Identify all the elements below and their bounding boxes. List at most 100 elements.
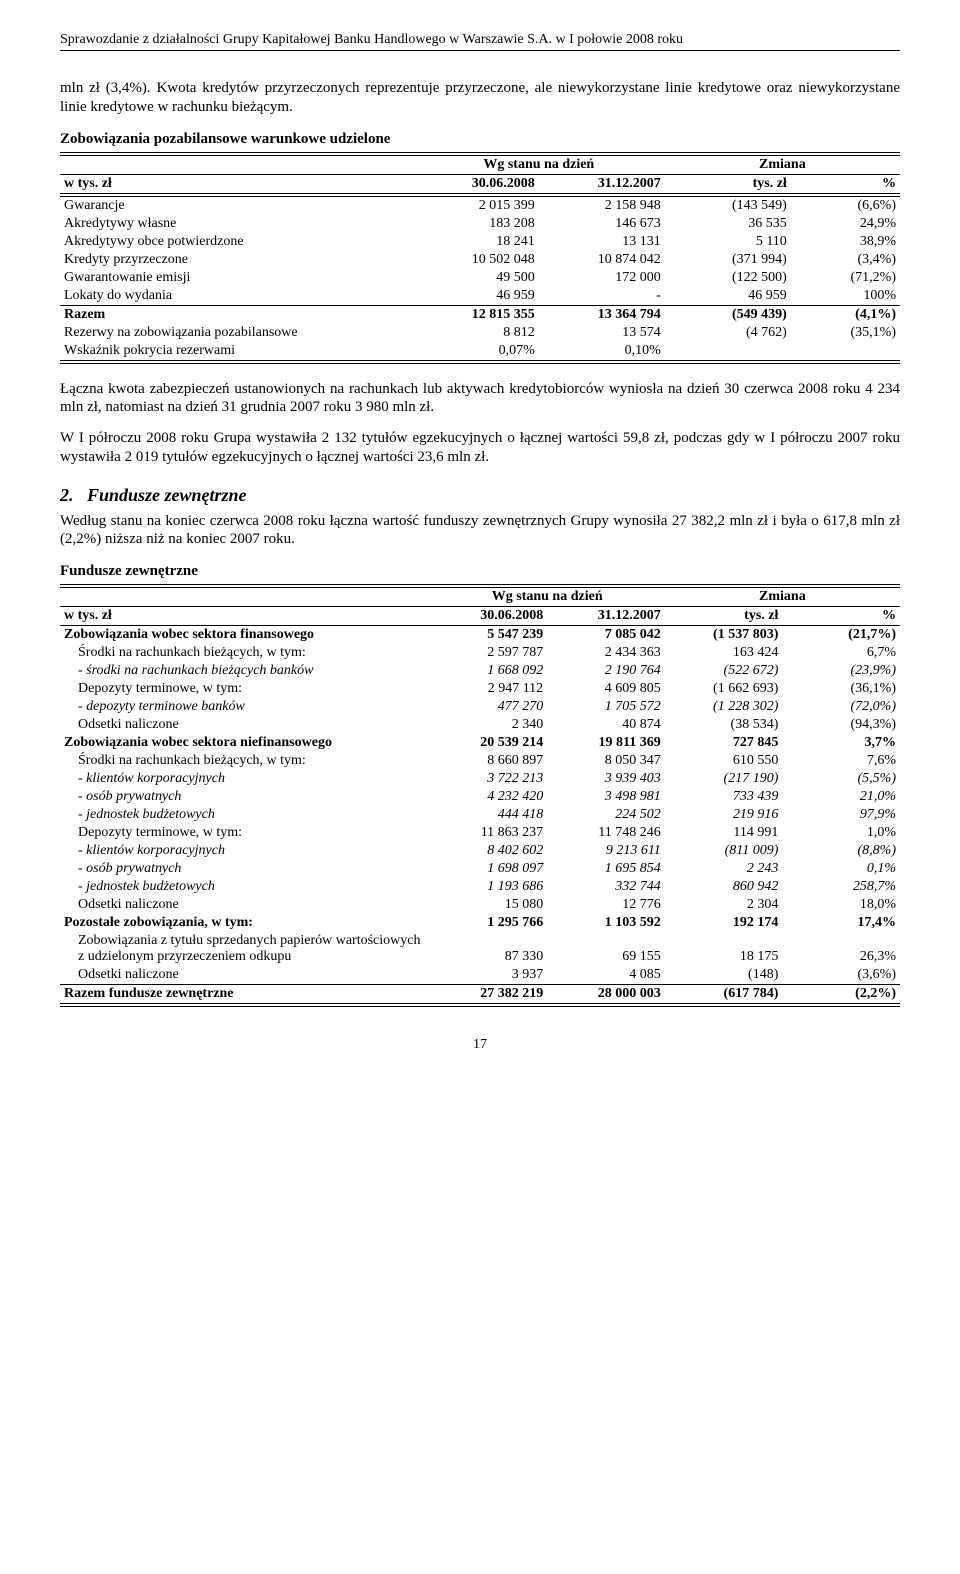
cell: 2 947 112: [430, 680, 548, 698]
col-unit: w tys. zł: [60, 607, 430, 626]
table-row: Depozyty terminowe, w tym:2 947 1124 609…: [60, 680, 900, 698]
cell: 97,9%: [782, 806, 900, 824]
cell: (21,7%): [782, 626, 900, 645]
cell: (217 190): [665, 770, 783, 788]
table-row: - jednostek budżetowych444 418224 502219…: [60, 806, 900, 824]
cell-label: Kredyty przyrzeczone: [60, 251, 413, 269]
cell: 3 937: [430, 966, 548, 985]
page-number: 17: [60, 1037, 900, 1053]
cell-label: Środki na rachunkach bieżących, w tym:: [60, 644, 430, 662]
cell: 258,7%: [782, 878, 900, 896]
section-title: Fundusze zewnętrzne: [87, 485, 247, 505]
cell: 40 874: [547, 716, 665, 734]
cell-label: - jednostek budżetowych: [60, 806, 430, 824]
cell: 38,9%: [791, 233, 900, 251]
cell: 3 498 981: [547, 788, 665, 806]
cell: 3 722 213: [430, 770, 548, 788]
cell-label: Lokaty do wydania: [60, 287, 413, 306]
col-pct: %: [782, 607, 900, 626]
col-tys: tys. zł: [665, 607, 783, 626]
cell: 2 015 399: [413, 195, 539, 215]
cell: 12 815 355: [413, 305, 539, 324]
cell: 332 744: [547, 878, 665, 896]
cell: [665, 342, 791, 362]
page-header: Sprawozdanie z działalności Grupy Kapita…: [60, 32, 900, 51]
cell-label: - osób prywatnych: [60, 788, 430, 806]
cell: (5,5%): [782, 770, 900, 788]
cell: Razem fundusze zewnętrzne: [60, 985, 430, 1006]
cell: 224 502: [547, 806, 665, 824]
col-pct: %: [791, 174, 900, 195]
table-row: Odsetki naliczone15 08012 7762 30418,0%: [60, 896, 900, 914]
paragraph-1: Łączna kwota zabezpieczeń ustanowionych …: [60, 380, 900, 418]
cell: (1 228 302): [665, 698, 783, 716]
cell-label: - jednostek budżetowych: [60, 878, 430, 896]
cell: 26,3%: [782, 932, 900, 966]
cell: 1 705 572: [547, 698, 665, 716]
cell-label: - klientów korporacyjnych: [60, 770, 430, 788]
cell: (23,9%): [782, 662, 900, 680]
cell: (617 784): [665, 985, 783, 1006]
table2-title: Fundusze zewnętrzne: [60, 563, 900, 580]
table-row: Akredytywy obce potwierdzone18 24113 131…: [60, 233, 900, 251]
cell: 114 991: [665, 824, 783, 842]
cell: 5 110: [665, 233, 791, 251]
table-row: - depozyty terminowe banków477 2701 705 …: [60, 698, 900, 716]
cell-label: Depozyty terminowe, w tym:: [60, 824, 430, 842]
cell: 2 434 363: [547, 644, 665, 662]
cell: 24,9%: [791, 215, 900, 233]
cell: (2,2%): [782, 985, 900, 1006]
cell: 477 270: [430, 698, 548, 716]
cell: 21,0%: [782, 788, 900, 806]
cell-label: Akredytywy obce potwierdzone: [60, 233, 413, 251]
cell: (1 662 693): [665, 680, 783, 698]
cell: 46 959: [665, 287, 791, 306]
cell-label: Zobowiązania wobec sektora finansowego: [60, 626, 430, 645]
cell: 0,10%: [539, 342, 665, 362]
cell: Razem: [60, 305, 413, 324]
cell: 0,07%: [413, 342, 539, 362]
table-row: Kredyty przyrzeczone10 502 04810 874 042…: [60, 251, 900, 269]
cell: (3,6%): [782, 966, 900, 985]
cell: 444 418: [430, 806, 548, 824]
cell: (371 994): [665, 251, 791, 269]
intro-paragraph: mln zł (3,4%). Kwota kredytów przyrzeczo…: [60, 79, 900, 117]
cell: 10 502 048: [413, 251, 539, 269]
table-2: Wg stanu na dzień Zmiana w tys. zł 30.06…: [60, 584, 900, 1007]
cell-label: Gwarantowanie emisji: [60, 269, 413, 287]
cell: 18,0%: [782, 896, 900, 914]
cell: 11 863 237: [430, 824, 548, 842]
cell: 5 547 239: [430, 626, 548, 645]
cell: 2 597 787: [430, 644, 548, 662]
cell: Wskaźnik pokrycia rezerwami: [60, 342, 413, 362]
cell: 2 158 948: [539, 195, 665, 215]
cell: 1 103 592: [547, 914, 665, 932]
cell-label: Zobowiązania z tytułu sprzedanych papier…: [60, 932, 430, 966]
cell: 860 942: [665, 878, 783, 896]
table-row: Zobowiązania wobec sektora niefinansoweg…: [60, 734, 900, 752]
cell: 0,1%: [782, 860, 900, 878]
cell: 4 609 805: [547, 680, 665, 698]
table-row: Środki na rachunkach bieżących, w tym:8 …: [60, 752, 900, 770]
table-row: - środki na rachunkach bieżących banków1…: [60, 662, 900, 680]
table-row: Depozyty terminowe, w tym:11 863 23711 7…: [60, 824, 900, 842]
cell: (122 500): [665, 269, 791, 287]
cell: 19 811 369: [547, 734, 665, 752]
paragraph-2: W I półroczu 2008 roku Grupa wystawiła 2…: [60, 429, 900, 467]
table-row: Gwarantowanie emisji49 500172 000(122 50…: [60, 269, 900, 287]
cell: (38 534): [665, 716, 783, 734]
cell: (1 537 803): [665, 626, 783, 645]
cell: 46 959: [413, 287, 539, 306]
paragraph-3: Według stanu na koniec czerwca 2008 roku…: [60, 512, 900, 550]
col-header-stan: Wg stanu na dzień: [413, 154, 665, 175]
cell: 733 439: [665, 788, 783, 806]
cell: 13 131: [539, 233, 665, 251]
col-unit: w tys. zł: [60, 174, 413, 195]
cell: (36,1%): [782, 680, 900, 698]
cell: 1 695 854: [547, 860, 665, 878]
cell: 1 193 686: [430, 878, 548, 896]
cell: 2 340: [430, 716, 548, 734]
table2-razem: Razem fundusze zewnętrzne 27 382 219 28 …: [60, 985, 900, 1006]
cell: 1 698 097: [430, 860, 548, 878]
cell: 12 776: [547, 896, 665, 914]
